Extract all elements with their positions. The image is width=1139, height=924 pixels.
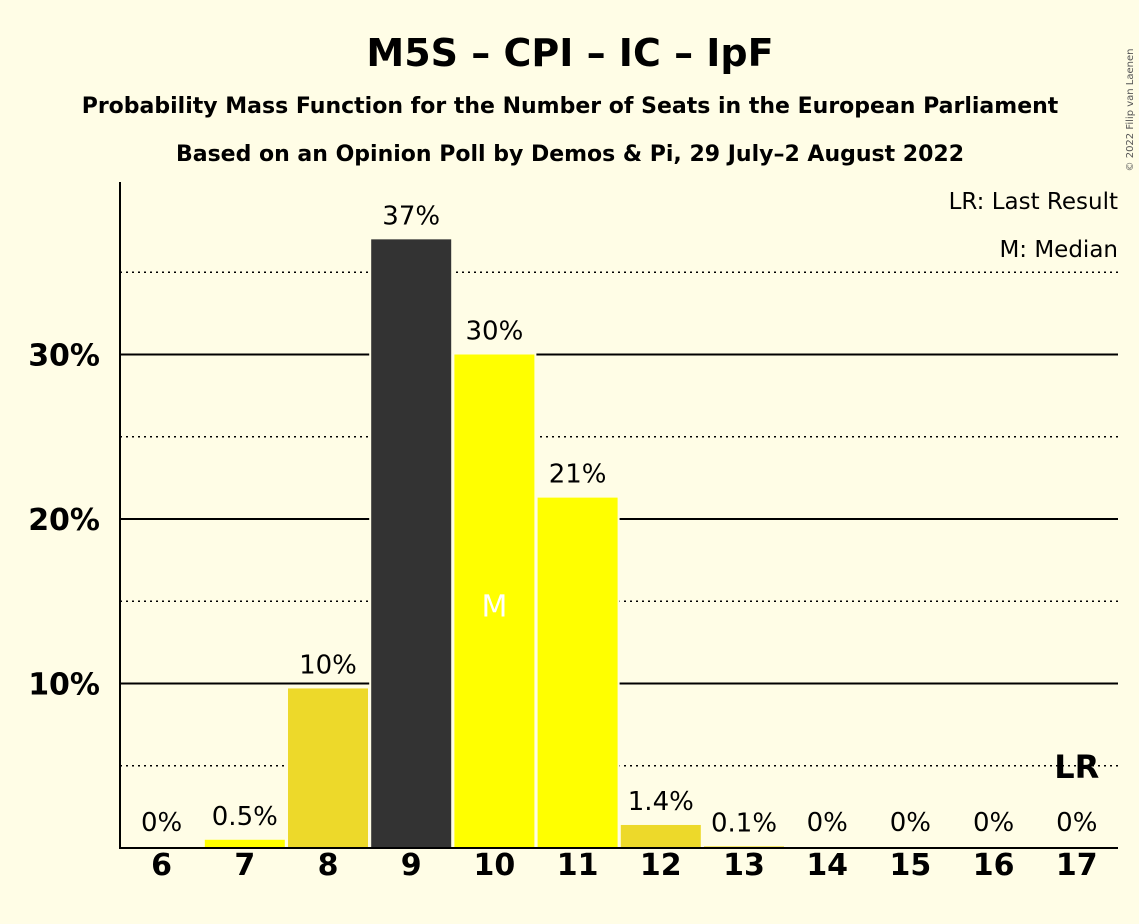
last-result-marker: LR [1054,748,1099,786]
x-tick-label: 15 [890,848,932,883]
y-tick-label: 20% [28,503,100,538]
x-tick-label: 7 [234,848,255,883]
y-tick-label: 10% [28,668,100,703]
median-marker: M [481,589,507,624]
data-label: 0.5% [212,802,278,832]
bar [454,354,535,848]
x-tick-labels: 6 7 8 9 10 11 12 13 14 15 16 17 [151,848,1098,883]
data-label: 30% [466,317,524,347]
bar [537,497,618,848]
x-tick-label: 12 [640,848,682,883]
bar [288,688,368,848]
data-label: 0% [1056,808,1097,838]
markers: M LR [481,589,1099,786]
axes [119,182,1118,849]
x-tick-label: 6 [151,848,172,883]
data-label: 10% [299,650,357,680]
bars [202,237,786,849]
x-tick-label: 17 [1056,848,1098,883]
data-label: 0.1% [711,808,777,838]
bar-outline [702,844,786,848]
x-tick-label: 8 [318,848,339,883]
x-tick-label: 14 [806,848,848,883]
x-tick-label: 13 [723,848,765,883]
bar [371,239,452,849]
chart-title: M5S – CPI – IC – IpF [366,31,773,75]
data-label: 0% [141,808,182,838]
data-label: 1.4% [628,787,694,817]
data-label: 0% [973,808,1014,838]
legend-median: M: Median [999,237,1118,263]
x-tick-label: 16 [973,848,1015,883]
y-tick-labels: 10% 20% 30% [28,339,100,703]
y-tick-label: 30% [28,339,100,374]
copyright: © 2022 Filip van Laenen [1125,49,1136,172]
data-label: 0% [890,808,931,838]
data-labels: 0% 0.5% 10% 37% 30% 21% 1.4% 0.1% 0% 0% 0% 0% [141,201,1097,838]
bar [620,824,701,848]
data-label: 37% [382,201,440,231]
data-label: 0% [807,808,848,838]
legend-last-result: LR: Last Result [949,189,1118,215]
chart-subtitle: Probability Mass Function for the Number… [82,94,1059,119]
chart-subtitle-poll: Based on an Opinion Poll by Demos & Pi, … [176,142,964,167]
x-tick-label: 10 [474,848,516,883]
bar [204,839,285,848]
x-tick-label: 9 [401,848,422,883]
data-label: 21% [549,460,607,490]
x-tick-label: 11 [557,848,599,883]
